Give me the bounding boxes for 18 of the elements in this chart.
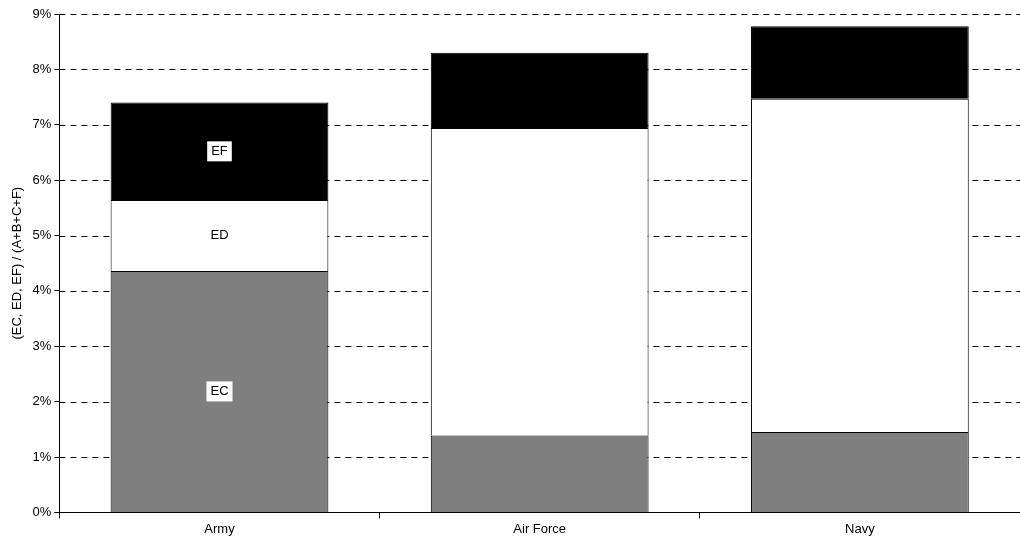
y-tick-label: 5% — [32, 227, 52, 243]
x-tick-label: Army — [204, 520, 236, 536]
y-tick-label: 7% — [32, 116, 52, 132]
y-tick-label: 9% — [32, 5, 52, 21]
y-tick-label: 8% — [32, 60, 52, 76]
y-tick-label: 6% — [32, 171, 52, 187]
y-tick-label: 4% — [32, 282, 52, 298]
y-tick-label: 3% — [32, 337, 52, 353]
x-tick-label: Navy — [845, 520, 876, 536]
series-label: EC — [210, 383, 229, 398]
y-axis-title: (EC, ED, EF) / (A+B+C+F) — [9, 186, 25, 340]
bar — [751, 26, 969, 99]
y-tick-label: 0% — [32, 503, 52, 519]
series-label: ED — [210, 227, 229, 243]
series-label: EF — [211, 142, 228, 158]
x-tick-label: Air Force — [513, 520, 567, 536]
y-tick-label: 1% — [32, 448, 52, 464]
y-tick-label: 2% — [32, 393, 52, 409]
